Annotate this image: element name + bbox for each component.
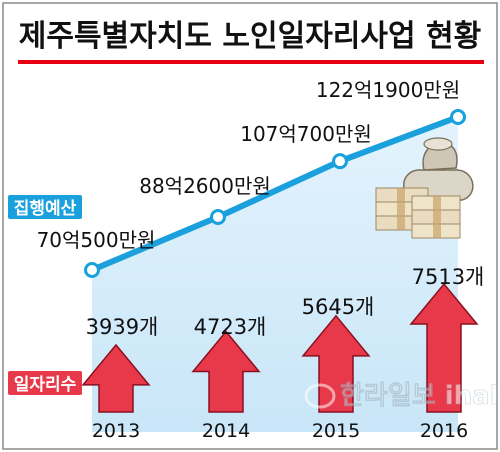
budget-point-2015 bbox=[332, 153, 348, 170]
budget-label-2016: 122억1900만원 bbox=[316, 78, 460, 102]
budget-label-2014: 88억2600만원 bbox=[139, 174, 271, 198]
title-rule bbox=[18, 60, 484, 64]
jobs-label-2013: 3939개 bbox=[86, 315, 159, 339]
jobs-arrow-2014 bbox=[191, 330, 261, 413]
jobs-label-2014: 4723개 bbox=[194, 315, 267, 339]
budget-point-2013 bbox=[84, 262, 100, 278]
budget-point-2014 bbox=[210, 208, 226, 225]
jobs-series-label: 일자리수 bbox=[14, 375, 77, 395]
budget-series-label: 집행예산 bbox=[14, 199, 77, 219]
budget-series-badge-bg bbox=[8, 195, 82, 219]
jobs-arrow-2015 bbox=[301, 314, 371, 413]
x-tick-2016: 2016 bbox=[420, 420, 468, 442]
x-tick-2015: 2015 bbox=[312, 420, 360, 442]
jobs-series-badge-bg bbox=[8, 371, 82, 395]
budget-label-2013: 70억500만원 bbox=[37, 228, 156, 252]
jobs-label-2015: 5645개 bbox=[302, 295, 375, 319]
jobs-arrow-2013 bbox=[81, 343, 151, 413]
chart-title: 제주특별자치도 노인일자리사업 현황 bbox=[19, 19, 482, 54]
jobs-label-2016: 7513개 bbox=[412, 265, 485, 289]
watermark-logo: 한라일보 ihalla.com bbox=[304, 381, 500, 411]
x-tick-2013: 2013 bbox=[92, 420, 140, 442]
jobs-arrow-2016 bbox=[409, 282, 479, 413]
watermark-text: 한라일보 ihalla.com bbox=[340, 381, 500, 411]
budget-point-2016 bbox=[450, 109, 466, 125]
budget-line bbox=[89, 114, 461, 273]
money-bag-icon bbox=[375, 137, 474, 239]
x-tick-2014: 2014 bbox=[202, 420, 250, 442]
budget-label-2015: 107억700만원 bbox=[240, 122, 372, 146]
